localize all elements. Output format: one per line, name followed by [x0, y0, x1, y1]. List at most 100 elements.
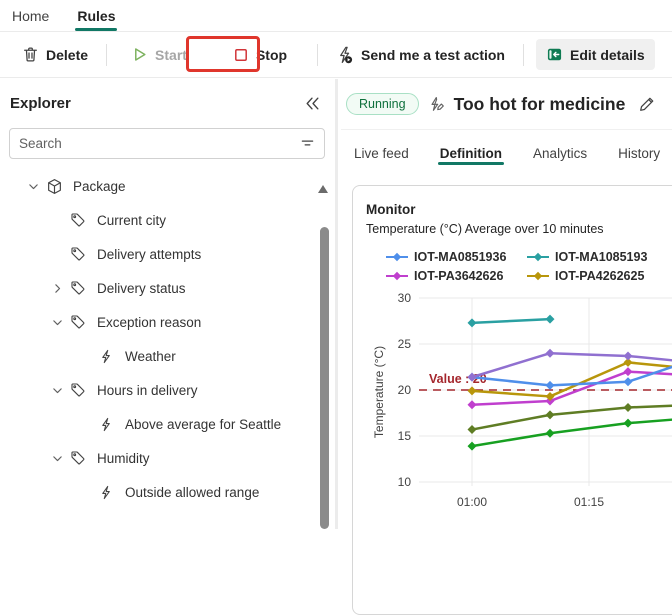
tree-item-weather[interactable]: Weather — [0, 339, 335, 373]
legend-label: IOT-MA0851936 — [414, 250, 507, 264]
legend-label: IOT-PA3642626 — [414, 269, 504, 283]
data-point-marker[interactable] — [545, 410, 555, 420]
tab-analytics[interactable]: Analytics — [533, 146, 588, 161]
tree-item-exception-reason[interactable]: Exception reason — [0, 305, 335, 339]
tag-icon — [68, 212, 88, 228]
chevron-down-icon[interactable] — [46, 384, 68, 397]
data-point-marker[interactable] — [467, 425, 477, 435]
tree-item-label: Delivery attempts — [97, 246, 202, 262]
edit-details-label: Edit details — [569, 46, 645, 63]
series-line-unlabeled-violet[interactable] — [470, 351, 672, 379]
tree-item-delivery-attempts[interactable]: Delivery attempts — [0, 237, 335, 271]
edit-details-icon — [546, 46, 563, 63]
nav-tab-home[interactable]: Home — [12, 7, 50, 24]
data-point-marker[interactable] — [545, 396, 555, 406]
rule-icon — [96, 485, 116, 500]
legend-item-iot-ma1085193[interactable]: IOT-MA1085193 — [527, 250, 672, 264]
delete-button[interactable]: Delete — [12, 39, 98, 70]
data-point-marker[interactable] — [623, 367, 633, 377]
package-icon — [44, 178, 64, 195]
series-line-IOT-MA0851936[interactable] — [470, 365, 672, 387]
data-point-marker[interactable] — [467, 372, 477, 382]
data-point-marker[interactable] — [545, 348, 555, 358]
stop-button[interactable]: Stop — [223, 40, 297, 70]
y-tick-label: 25 — [398, 337, 412, 351]
rule-bolt-pencil-icon — [428, 96, 445, 113]
stop-icon — [233, 47, 249, 63]
tree-item-hours-in-delivery[interactable]: Hours in delivery — [0, 373, 335, 407]
data-point-marker[interactable] — [545, 428, 555, 438]
send-test-action-label: Send me a test action — [361, 46, 505, 63]
tree-item-current-city[interactable]: Current city — [0, 203, 335, 237]
monitor-title: Monitor — [366, 202, 416, 217]
legend-marker-icon — [386, 252, 408, 262]
tab-definition[interactable]: Definition — [437, 136, 505, 171]
chart-legend: IOT-MA0851936 IOT-MA1085193 IOT-PA3642626 I… — [386, 250, 672, 283]
tag-icon — [68, 314, 88, 330]
tree-item-label: Weather — [125, 348, 176, 364]
data-point-marker[interactable] — [467, 400, 477, 410]
legend-item-iot-pa3642626[interactable]: IOT-PA3642626 — [386, 269, 527, 283]
legend-label: IOT-PA4262625 — [555, 269, 645, 283]
series-line-IOT-PA4262625[interactable] — [470, 361, 672, 398]
main-panel: Running Too hot for medicine Live feed De… — [341, 79, 672, 615]
toolbar-divider — [106, 43, 108, 66]
toolbar: Delete Start Stop Send me a test action — [0, 32, 672, 78]
chevron-down-icon[interactable] — [46, 452, 68, 465]
data-point-marker[interactable] — [545, 314, 555, 324]
tree-item-label: Above average for Seattle — [125, 416, 282, 432]
tag-icon — [68, 280, 88, 296]
data-point-marker[interactable] — [623, 377, 633, 387]
top-nav: Home Rules — [0, 0, 672, 32]
series-line-unlabeled-olive[interactable] — [470, 404, 672, 431]
data-point-marker[interactable] — [467, 386, 477, 396]
data-point-marker[interactable] — [623, 402, 633, 412]
chevron-right-icon[interactable] — [46, 282, 68, 295]
tab-live-feed[interactable]: Live feed — [354, 146, 409, 161]
nav-tab-rules[interactable]: Rules — [75, 2, 118, 31]
tree-item-label: Current city — [97, 212, 167, 228]
tree-item-label: Delivery status — [97, 280, 186, 296]
search-input[interactable] — [19, 136, 269, 151]
explorer-title: Explorer — [10, 95, 71, 112]
data-point-marker[interactable] — [467, 318, 477, 328]
data-point-marker[interactable] — [467, 441, 477, 451]
edit-title-pencil-icon[interactable] — [638, 95, 656, 113]
scrollbar-up-arrow[interactable] — [318, 185, 328, 193]
tab-history[interactable]: History — [618, 146, 661, 161]
tree-item-outside-allowed-range[interactable]: Outside allowed range — [0, 475, 335, 509]
tree-item-package[interactable]: Package — [0, 169, 335, 203]
y-tick-label: 20 — [398, 383, 412, 397]
legend-marker-icon — [527, 252, 549, 262]
chevron-down-icon[interactable] — [46, 316, 68, 329]
tree-item-delivery-status[interactable]: Delivery status — [0, 271, 335, 305]
legend-marker-icon — [527, 271, 549, 281]
legend-item-iot-ma0851936[interactable]: IOT-MA0851936 — [386, 250, 527, 264]
y-axis-label: Temperature (°C) — [372, 346, 386, 438]
data-point-marker[interactable] — [545, 380, 555, 390]
tree-item-label: Humidity — [97, 450, 150, 466]
monitor-card: Monitor Temperature (°C) Average over 10… — [352, 185, 672, 615]
data-point-marker[interactable] — [623, 418, 633, 428]
flash-play-icon — [336, 46, 354, 64]
explorer-tree: Package Current city Delivery attempts Deli… — [0, 169, 335, 509]
series-line-IOT-MA1085193[interactable] — [470, 317, 552, 325]
filter-icon[interactable] — [300, 136, 315, 151]
status-badge-label: Running — [359, 97, 406, 111]
legend-item-iot-pa4262625[interactable]: IOT-PA4262625 — [527, 269, 672, 283]
tree-item-label: Hours in delivery — [97, 382, 198, 398]
series-line-unlabeled-green[interactable] — [470, 418, 672, 448]
data-point-marker[interactable] — [623, 357, 633, 367]
start-button[interactable]: Start — [121, 39, 197, 70]
tree-item-above-average-for-seattle[interactable]: Above average for Seattle — [0, 407, 335, 441]
scrollbar-thumb[interactable] — [320, 227, 329, 529]
collapse-panel-icon[interactable] — [304, 95, 321, 112]
rule-icon — [96, 349, 116, 364]
edit-details-button[interactable]: Edit details — [535, 39, 655, 70]
tree-item-humidity[interactable]: Humidity — [0, 441, 335, 475]
send-test-action-button[interactable]: Send me a test action — [326, 39, 515, 71]
chevron-down-icon[interactable] — [22, 180, 44, 193]
data-point-marker[interactable] — [623, 351, 633, 361]
data-point-marker[interactable] — [545, 391, 555, 401]
